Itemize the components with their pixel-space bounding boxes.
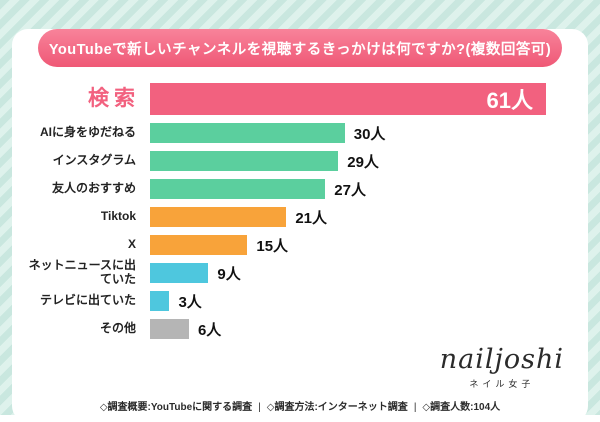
survey-method: ◇調査方法:インターネット調査 xyxy=(266,402,408,413)
chart-row: AIに身をゆだねる 30人 xyxy=(18,123,546,143)
bar-track: 61人 xyxy=(150,83,546,115)
value-label: 6人 xyxy=(197,321,222,339)
bar xyxy=(150,319,189,339)
category-label: 検索 xyxy=(88,86,140,110)
value-label: 61人 xyxy=(486,88,533,113)
bar xyxy=(150,179,326,199)
bar-track: 15人 xyxy=(150,235,546,255)
category-label: Tiktok xyxy=(100,209,136,224)
category-label: AIに身をゆだねる xyxy=(39,125,136,140)
bar-track: 3人 xyxy=(150,291,546,311)
bar-chart: 検索 61人 AIに身をゆだねる 30人インスタグラム 29人友人のおすすめ 27人 Tik… xyxy=(12,83,588,339)
bar-track: 9人 xyxy=(150,263,546,283)
title-banner: YouTubeで新しいチャンネルを視聴するきっかけは何ですか?(複数回答可) xyxy=(38,29,562,67)
chart-row: X 15人 xyxy=(18,235,546,255)
survey-overview: ◇調査概要:YouTubeに関する調査 xyxy=(99,402,253,413)
bar xyxy=(150,235,248,255)
chart-row: ネットニュースに出ていた 9人 xyxy=(18,258,546,285)
value-label: 9人 xyxy=(217,265,241,283)
bar-track: 21人 xyxy=(150,207,546,227)
bar-track: 29人 xyxy=(150,151,546,171)
bar xyxy=(150,263,209,283)
survey-count: ◇調査人数:104人 xyxy=(422,402,501,413)
value-label: 15人 xyxy=(256,237,289,255)
chart-row: Tiktok 21人 xyxy=(18,207,546,227)
value-label: 29人 xyxy=(347,153,379,171)
bar xyxy=(150,123,345,143)
page-title: YouTubeで新しいチャンネルを視聴するきっかけは何ですか?(複数回答可) xyxy=(48,41,552,58)
bar xyxy=(150,151,339,171)
value-label: 3人 xyxy=(178,293,202,311)
footnote-separator: | xyxy=(413,402,417,413)
bar xyxy=(150,207,287,227)
brand-name: nailjoshi xyxy=(439,344,564,376)
value-label: 27人 xyxy=(334,181,366,199)
bar-track: 6人 xyxy=(150,319,546,339)
category-label: X xyxy=(127,237,136,252)
brand-subtitle: ネイル女子 xyxy=(469,379,535,389)
chart-row: 友人のおすすめ 27人 xyxy=(18,179,546,199)
value-label: 30人 xyxy=(353,125,386,143)
category-label: インスタグラム xyxy=(52,153,136,168)
survey-card: YouTubeで新しいチャンネルを視聴するきっかけは何ですか?(複数回答可) 検… xyxy=(12,29,588,422)
category-label: 友人のおすすめ xyxy=(51,181,136,196)
category-label: テレビに出ていた xyxy=(39,293,136,308)
chart-row: インスタグラム 29人 xyxy=(18,151,546,171)
chart-row: 検索 61人 xyxy=(18,83,546,115)
survey-footnote: ◇調査概要:YouTubeに関する調査 | ◇調査方法:インターネット調査 | ◇調査人… xyxy=(12,398,588,413)
brand-logo: nailjoshi ネイル女子 xyxy=(440,345,564,390)
bar-track: 27人 xyxy=(150,179,546,199)
value-label: 21人 xyxy=(295,209,327,227)
bar-track: 30人 xyxy=(150,123,546,143)
bar: 61人 xyxy=(150,83,546,115)
category-label: その他 xyxy=(99,321,136,336)
footnote-separator: | xyxy=(258,402,261,413)
chart-row: テレビに出ていた 3人 xyxy=(18,291,546,311)
bar xyxy=(150,291,170,311)
chart-row: その他 6人 xyxy=(18,319,546,339)
category-label: ネットニュースに出ていた xyxy=(28,258,136,286)
